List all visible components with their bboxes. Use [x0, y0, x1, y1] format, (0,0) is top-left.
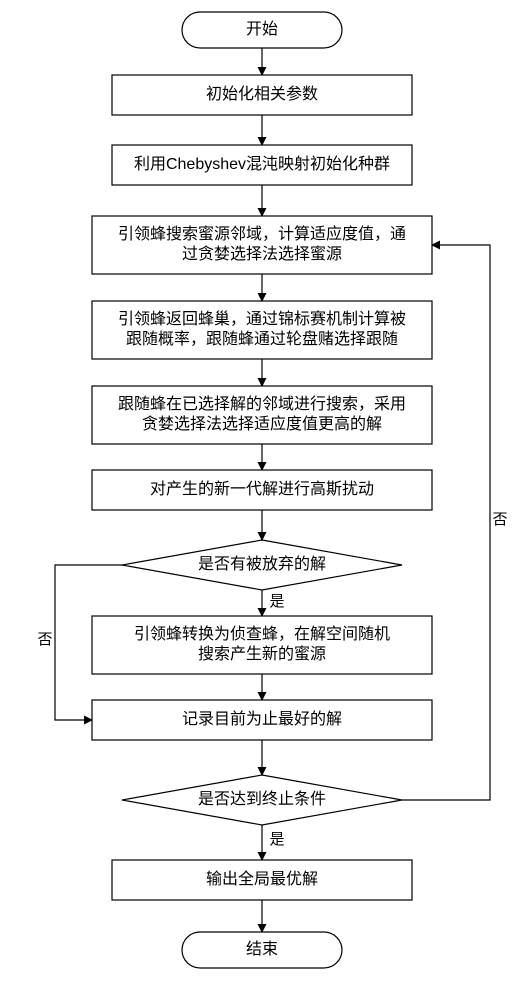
node-n6: 对产生的新一代解进行高斯扰动: [92, 470, 432, 510]
edge-label: 否: [37, 631, 52, 648]
node-n3: 引领蜂搜索蜜源邻域，计算适应度值，通过贪婪选择法选择蜜源: [92, 216, 432, 274]
node-text: 利用Chebyshev混沌映射初始化种群: [134, 155, 390, 173]
node-text: 跟随概率，跟随蜂通过轮盘赌选择跟随: [126, 329, 398, 348]
node-n8: 记录目前为止最好的解: [92, 700, 432, 740]
node-text: 贪婪选择法选择适应度值更高的解: [142, 414, 382, 433]
node-n9: 输出全局最优解: [112, 860, 412, 900]
flowchart-canvas: 是是否否开始初始化相关参数利用Chebyshev混沌映射初始化种群引领蜂搜索蜜源…: [0, 0, 524, 1000]
node-n1: 初始化相关参数: [112, 75, 412, 115]
node-text: 输出全局最优解: [206, 870, 318, 888]
node-start: 开始: [182, 12, 342, 48]
node-text: 记录目前为止最好的解: [182, 710, 342, 728]
node-n7: 引领蜂转换为侦查蜂，在解空间随机搜索产生新的蜜源: [92, 616, 432, 674]
node-text: 开始: [246, 20, 278, 38]
edge-label: 否: [492, 511, 507, 528]
node-text: 搜索产生新的蜜源: [198, 644, 326, 663]
node-text: 过贪婪选择法选择蜜源: [182, 244, 342, 263]
node-text: 是否达到终止条件: [198, 790, 326, 808]
node-text: 引领蜂转换为侦查蜂，在解空间随机: [134, 625, 390, 643]
node-text: 跟随蜂在已选择解的邻域进行搜索，采用: [118, 395, 406, 413]
node-n5: 跟随蜂在已选择解的邻域进行搜索，采用贪婪选择法选择适应度值更高的解: [92, 386, 432, 444]
node-text: 引领蜂返回蜂巢，通过锦标赛机制计算被: [118, 309, 406, 328]
node-d1: 是否有被放弃的解: [122, 540, 402, 590]
edge-label: 是: [269, 593, 284, 610]
node-d2: 是否达到终止条件: [122, 775, 402, 825]
node-end: 结束: [182, 932, 342, 968]
node-text: 对产生的新一代解进行高斯扰动: [150, 480, 374, 498]
node-text: 是否有被放弃的解: [198, 555, 326, 573]
node-n4: 引领蜂返回蜂巢，通过锦标赛机制计算被跟随概率，跟随蜂通过轮盘赌选择跟随: [92, 301, 432, 359]
edge-label: 是: [269, 831, 284, 848]
node-text: 引领蜂搜索蜜源邻域，计算适应度值，通: [118, 224, 406, 243]
node-text: 初始化相关参数: [206, 85, 318, 103]
node-n2: 利用Chebyshev混沌映射初始化种群: [112, 145, 412, 185]
node-text: 结束: [246, 940, 278, 958]
